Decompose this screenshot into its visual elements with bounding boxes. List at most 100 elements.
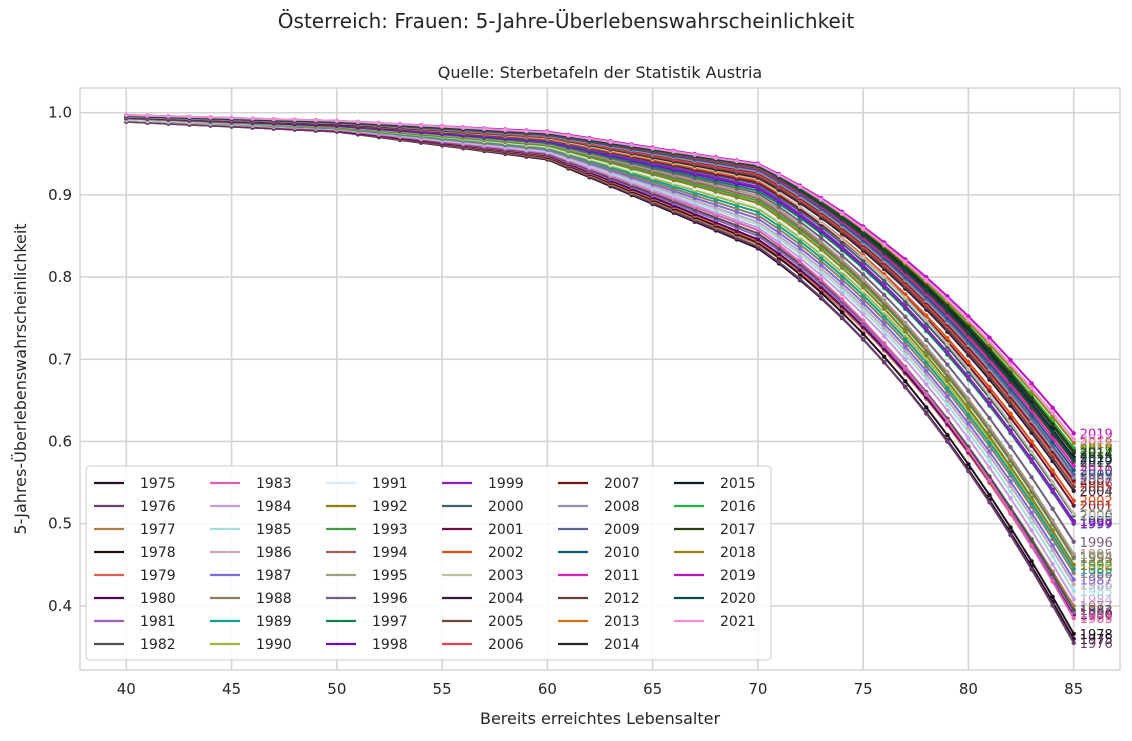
data-point bbox=[1008, 505, 1013, 510]
series-end-label: 1995 bbox=[1080, 548, 1113, 563]
data-point bbox=[903, 352, 908, 357]
data-point bbox=[945, 418, 950, 424]
data-point bbox=[882, 278, 887, 284]
data-point bbox=[903, 329, 908, 334]
legend-item: 1996 bbox=[326, 591, 408, 607]
legend-label: 1976 bbox=[140, 499, 176, 515]
data-point bbox=[1008, 411, 1013, 416]
data-point bbox=[1071, 570, 1076, 576]
data-point bbox=[1029, 559, 1034, 564]
series-end-label: 2015 bbox=[1080, 451, 1113, 466]
data-point bbox=[987, 434, 992, 439]
data-point bbox=[1008, 489, 1013, 494]
data-point bbox=[124, 112, 129, 118]
legend-item: 1994 bbox=[326, 545, 408, 561]
legend-item: 1985 bbox=[210, 522, 292, 538]
data-point bbox=[818, 219, 824, 225]
data-point bbox=[1050, 405, 1055, 410]
data-point bbox=[776, 172, 782, 178]
legend-label: 1981 bbox=[140, 614, 176, 630]
series-end-label: 2018 bbox=[1080, 437, 1113, 452]
data-point bbox=[924, 318, 929, 323]
legend-label: 1994 bbox=[372, 545, 408, 561]
legend-label: 1999 bbox=[488, 476, 524, 492]
data-point bbox=[924, 382, 929, 387]
legend-item: 2011 bbox=[558, 568, 640, 584]
legend-label: 1990 bbox=[256, 637, 292, 653]
data-point bbox=[250, 116, 255, 121]
legend-item: 1989 bbox=[210, 614, 292, 630]
legend-label: 1984 bbox=[256, 499, 292, 515]
data-point bbox=[882, 360, 887, 365]
data-point bbox=[1008, 510, 1013, 515]
legend-item: 2005 bbox=[442, 614, 524, 630]
data-point bbox=[1071, 472, 1076, 477]
data-point bbox=[797, 249, 803, 254]
data-point bbox=[376, 121, 382, 126]
data-point bbox=[945, 308, 950, 313]
series-end-label: 1990 bbox=[1080, 559, 1113, 574]
series-end-label: 1980 bbox=[1080, 608, 1113, 623]
data-point bbox=[1071, 431, 1076, 436]
data-point bbox=[1008, 444, 1013, 450]
y-axis-label: 5-Jahres-Überlebenswahrscheinlichkeit bbox=[11, 223, 30, 534]
legend-item: 1988 bbox=[210, 591, 292, 607]
data-point bbox=[1029, 396, 1034, 401]
data-point bbox=[861, 300, 866, 306]
data-point bbox=[818, 197, 824, 202]
series-end-label: 2013 bbox=[1080, 444, 1113, 459]
legend-label: 2004 bbox=[488, 591, 524, 607]
series-end-label: 1994 bbox=[1080, 551, 1113, 566]
data-point bbox=[1071, 607, 1076, 613]
data-point bbox=[755, 204, 761, 209]
legend-label: 2011 bbox=[604, 568, 640, 584]
data-point bbox=[187, 114, 192, 120]
y-tick-label: 0.8 bbox=[48, 268, 72, 286]
data-point bbox=[966, 314, 971, 319]
data-point bbox=[797, 204, 803, 209]
data-point bbox=[903, 268, 908, 273]
data-point bbox=[987, 347, 992, 352]
data-point bbox=[1029, 495, 1034, 500]
data-point bbox=[776, 223, 782, 229]
legend-item: 1979 bbox=[94, 568, 176, 584]
data-point bbox=[987, 492, 992, 498]
legend-item: 1997 bbox=[326, 614, 408, 630]
legend-item: 2001 bbox=[442, 522, 524, 538]
data-point bbox=[987, 500, 992, 505]
data-point bbox=[945, 341, 950, 347]
chart-title: Österreich: Frauen: 5-Jahre-Überlebenswa… bbox=[278, 9, 855, 33]
series-end-label: 2002 bbox=[1080, 495, 1113, 510]
data-point bbox=[1029, 567, 1034, 572]
data-point bbox=[966, 330, 971, 335]
data-point bbox=[839, 257, 845, 262]
legend-label: 2005 bbox=[488, 614, 524, 630]
series-end-label: 1979 bbox=[1080, 610, 1113, 625]
legend-item: 1986 bbox=[210, 545, 292, 561]
data-point bbox=[818, 277, 824, 283]
legend-item: 2009 bbox=[558, 522, 640, 538]
data-point bbox=[1050, 528, 1055, 533]
data-point bbox=[861, 259, 866, 264]
series-end-label: 2012 bbox=[1080, 456, 1113, 471]
data-point bbox=[882, 282, 887, 287]
data-point bbox=[713, 155, 718, 161]
legend-item: 1995 bbox=[326, 568, 408, 584]
data-point bbox=[1071, 503, 1076, 508]
series-end-label: 1981 bbox=[1080, 606, 1113, 621]
x-tick-label: 60 bbox=[538, 680, 557, 698]
data-point bbox=[903, 295, 908, 301]
data-point bbox=[945, 349, 950, 355]
legend-item: 2003 bbox=[442, 568, 524, 584]
data-point bbox=[903, 357, 908, 362]
legend-label: 2018 bbox=[720, 545, 756, 561]
data-point bbox=[1050, 561, 1055, 567]
legend-label: 1986 bbox=[256, 545, 292, 561]
data-point bbox=[1029, 403, 1034, 408]
data-point bbox=[861, 304, 866, 309]
data-point bbox=[945, 369, 950, 375]
data-point bbox=[903, 379, 908, 384]
data-point bbox=[903, 303, 908, 309]
series-end-label: 2016 bbox=[1080, 442, 1113, 457]
